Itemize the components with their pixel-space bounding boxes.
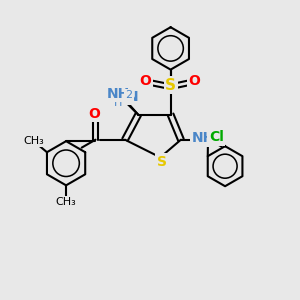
Text: CH₃: CH₃ — [23, 136, 44, 146]
Text: N: N — [127, 90, 138, 104]
Text: O: O — [88, 107, 100, 121]
Text: NH: NH — [191, 131, 214, 145]
Text: H: H — [112, 90, 121, 103]
Text: N: N — [121, 87, 133, 101]
Text: H: H — [113, 98, 122, 108]
Text: H: H — [116, 91, 126, 103]
Text: O: O — [188, 74, 200, 88]
Text: CH₃: CH₃ — [56, 196, 76, 206]
Text: S: S — [165, 78, 176, 93]
Text: Cl: Cl — [209, 130, 224, 144]
Text: 2: 2 — [125, 90, 132, 100]
Text: S: S — [157, 155, 167, 169]
Text: NH: NH — [107, 87, 130, 101]
Text: O: O — [140, 74, 152, 88]
